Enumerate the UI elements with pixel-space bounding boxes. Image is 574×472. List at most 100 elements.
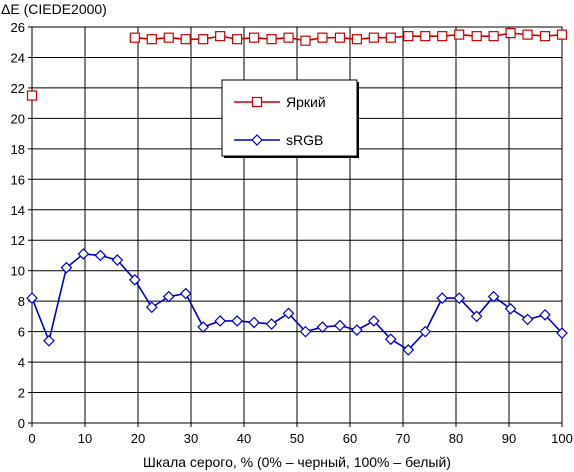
y-tick-label: 2 [18,386,25,401]
x-tick-label: 20 [131,431,145,446]
data-point-yarkiy [351,34,362,45]
data-point-yarkiy [454,29,465,40]
y-tick-label: 10 [11,264,25,279]
data-point-srgb [487,290,500,303]
y-tick-label: 8 [18,294,25,309]
data-point-yarkiy [556,29,568,40]
data-point-yarkiy [163,32,174,43]
data-point-srgb [43,334,55,347]
x-tick-label: 70 [396,431,410,446]
y-tick-label: 26 [11,20,25,35]
data-point-yarkiy [232,34,243,45]
x-tick-label: 50 [290,431,304,446]
x-tick-label: 90 [502,431,516,446]
data-point-yarkiy [403,31,414,42]
data-point-yarkiy [437,31,448,42]
data-point-yarkiy [266,34,277,45]
legend-label-srgb: sRGB [286,132,323,148]
legend: Яркий sRGB [221,79,359,158]
y-tick-label: 0 [18,416,25,431]
data-point-srgb [60,261,73,274]
series-line-srgb [31,253,563,351]
data-point-yarkiy [471,31,482,42]
data-point-srgb [265,318,278,330]
data-point-srgb [402,344,415,356]
data-point-srgb [145,301,158,314]
x-tick-label: 80 [449,431,463,446]
y-tick-label: 12 [11,233,25,248]
y-tick-label: 16 [11,172,25,187]
y-tick-label: 24 [11,50,25,65]
data-point-srgb [521,313,534,326]
data-point-srgb [94,249,107,262]
data-point-yarkiy [26,90,38,101]
y-tick-label: 20 [11,111,25,126]
data-point-srgb [556,327,568,339]
data-point-yarkiy [283,32,294,43]
data-point-srgb [436,292,449,304]
data-point-srgb [368,315,380,327]
y-tick-label: 6 [18,325,25,340]
series-yarkiy [26,27,568,101]
data-point-yarkiy [317,32,328,43]
data-point-yarkiy [180,34,191,45]
data-point-srgb [282,307,295,320]
data-point-srgb [248,316,260,329]
data-point-srgb [111,254,124,266]
x-axis-ticks: 0 10 20 30 40 50 60 70 80 90 100 [28,423,573,446]
x-tick-label: 0 [28,431,35,446]
data-point-yarkiy [248,32,260,43]
data-point-srgb [470,310,483,323]
data-point-srgb [539,309,551,321]
data-point-srgb [453,292,466,304]
legend-box [221,79,358,157]
data-point-yarkiy [300,35,311,46]
data-point-yarkiy [368,32,379,43]
plot-frame [31,26,563,424]
data-point-yarkiy [505,27,516,39]
data-point-srgb [504,302,517,315]
data-point-yarkiy [129,32,140,43]
data-point-srgb [128,273,141,286]
data-point-yarkiy [385,32,396,43]
data-point-yarkiy [334,32,346,43]
y-axis-title: ΔE (CIEDE2000) [1,1,107,17]
data-point-srgb [162,290,175,303]
legend-marker-yarkiy [251,96,263,108]
x-tick-label: 10 [78,431,92,446]
data-point-srgb [299,325,312,338]
data-point-yarkiy [539,31,551,42]
x-axis-title: Шкала серого, % (0% – черный, 100% – бел… [143,454,451,470]
data-point-srgb [231,315,243,327]
y-tick-label: 18 [11,142,25,157]
data-point-srgb [77,248,90,260]
data-point-yarkiy [522,29,533,40]
y-tick-label: 4 [18,355,25,370]
x-tick-label: 40 [237,431,251,446]
data-point-srgb [351,324,363,336]
y-tick-label: 22 [11,81,25,96]
x-tick-label: 30 [184,431,198,446]
data-point-yarkiy [420,31,431,42]
legend-marker-srgb [251,134,263,146]
data-point-srgb [419,325,432,338]
data-point-srgb [384,333,397,346]
data-point-srgb [214,315,226,327]
data-point-srgb [26,292,38,304]
data-point-yarkiy [215,31,226,42]
data-point-yarkiy [488,31,499,42]
series-srgb [26,248,568,356]
legend-label-yarkiy: Яркий [286,94,326,110]
data-point-yarkiy [146,34,157,45]
data-point-srgb [316,321,329,333]
x-tick-label: 100 [551,431,573,446]
data-point-srgb [197,321,210,333]
series-layer [26,27,568,356]
x-tick-label: 60 [343,431,357,446]
data-point-yarkiy [198,34,209,45]
y-tick-label: 14 [11,203,25,218]
data-point-srgb [334,319,346,332]
